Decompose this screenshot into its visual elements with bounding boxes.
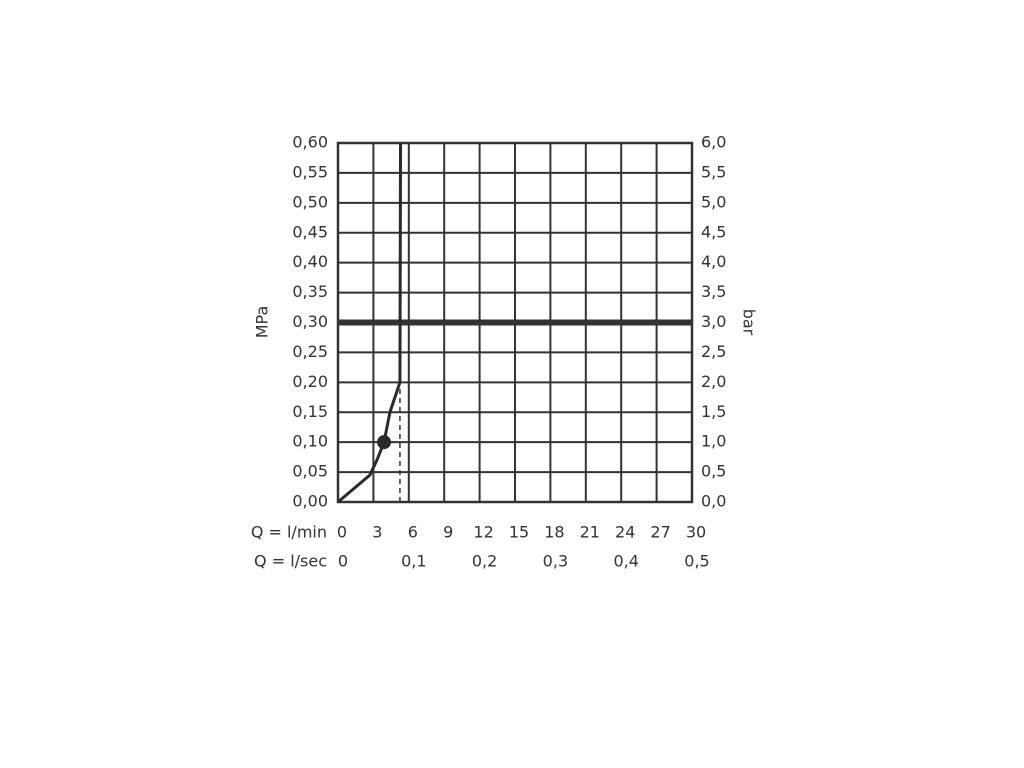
y-tick-label: 0,35 <box>292 282 328 301</box>
y-tick-label: 0,50 <box>292 192 328 211</box>
x2-axis-label: Q = l/sec <box>254 552 327 571</box>
x2-tick-label: 0,5 <box>684 552 709 571</box>
y-tick-label: 0,05 <box>292 462 328 481</box>
x-tick-label: 27 <box>650 523 670 542</box>
x2-tick-label: 0,1 <box>401 552 426 571</box>
y-tick-label: 0,10 <box>292 432 328 451</box>
marker-point <box>377 435 392 450</box>
x2-tick-label: 0,2 <box>472 552 497 571</box>
x-tick-label: 0 <box>337 523 347 542</box>
y2-tick-label: 3,0 <box>701 312 726 331</box>
y-tick-label: 0,15 <box>292 402 328 421</box>
x-tick-label: 18 <box>544 523 564 542</box>
x2-tick-label: 0 <box>338 552 348 571</box>
y2-axis-label: bar <box>740 309 759 336</box>
y-tick-label: 0,30 <box>292 312 328 331</box>
y2-tick-label: 5,0 <box>701 192 726 211</box>
y-tick-label: 0,00 <box>292 492 328 511</box>
x2-tick-label: 0,4 <box>613 552 638 571</box>
y-tick-label: 0,20 <box>292 372 328 391</box>
y-tick-label: 0,55 <box>292 162 328 181</box>
x-tick-label: 15 <box>509 523 529 542</box>
y2-tick-label: 0,0 <box>701 492 726 511</box>
y-axis-label: MPa <box>253 306 272 339</box>
x-tick-label: 21 <box>580 523 600 542</box>
x-tick-label: 24 <box>615 523 635 542</box>
y2-tick-label: 5,5 <box>701 162 726 181</box>
y2-tick-label: 4,5 <box>701 222 726 241</box>
x-tick-label: 6 <box>408 523 418 542</box>
y2-tick-label: 1,0 <box>701 432 726 451</box>
y2-tick-label: 0,5 <box>701 462 726 481</box>
y2-tick-label: 2,0 <box>701 372 726 391</box>
y2-tick-label: 1,5 <box>701 402 726 421</box>
y2-tick-label: 3,5 <box>701 282 726 301</box>
x-tick-label: 9 <box>443 523 453 542</box>
x-axis-label: Q = l/min <box>251 523 327 542</box>
y2-tick-label: 4,0 <box>701 252 726 271</box>
x-tick-label: 3 <box>372 523 382 542</box>
x-tick-label: 30 <box>686 523 706 542</box>
y2-tick-label: 2,5 <box>701 342 726 361</box>
y-tick-label: 0,45 <box>292 222 328 241</box>
y-tick-label: 0,25 <box>292 342 328 361</box>
y2-tick-label: 6,0 <box>701 133 726 152</box>
y-tick-label: 0,40 <box>292 252 328 271</box>
x-tick-label: 12 <box>473 523 493 542</box>
y-tick-label: 0,60 <box>292 133 328 152</box>
x2-tick-label: 0,3 <box>543 552 568 571</box>
